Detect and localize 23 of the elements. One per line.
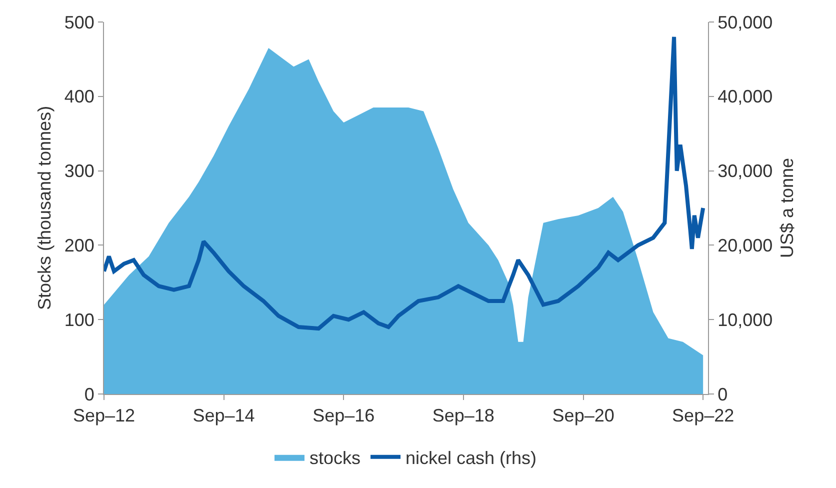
x-tick-label: Sep–22 <box>672 406 734 426</box>
x-tick-label: Sep–12 <box>72 406 136 426</box>
x-tick-label: Sep–20 <box>552 406 614 426</box>
y2-tick-label: 0 <box>718 384 728 404</box>
y-tick-label: 200 <box>64 236 94 256</box>
x-tick-label: Sep–16 <box>312 406 375 426</box>
legend-label: nickel cash (rhs) <box>406 448 537 468</box>
line-series <box>104 34 706 331</box>
legend-label: stocks <box>310 448 361 468</box>
y-tick-label: 100 <box>64 310 94 330</box>
x-tick-label: Sep–18 <box>432 406 494 426</box>
y-tick-label: 0 <box>84 384 94 404</box>
y-axis-title: Stocks (thousand tonnes) <box>34 106 55 310</box>
y2-axis-title: US$ a tonne <box>776 158 797 258</box>
x-tick-label: Sep–14 <box>192 406 255 426</box>
y2-tick-label: 30,000 <box>718 161 773 182</box>
y-tick-label: 400 <box>64 86 94 107</box>
y2-tick-label: 50,000 <box>718 12 773 32</box>
y2-tick-label: 20,000 <box>718 236 773 256</box>
y-tick-label: 500 <box>64 12 94 32</box>
y2-tick-label: 40,000 <box>718 86 773 107</box>
y2-tick-label: 10,000 <box>718 310 773 330</box>
y-tick-label: 300 <box>64 161 94 182</box>
